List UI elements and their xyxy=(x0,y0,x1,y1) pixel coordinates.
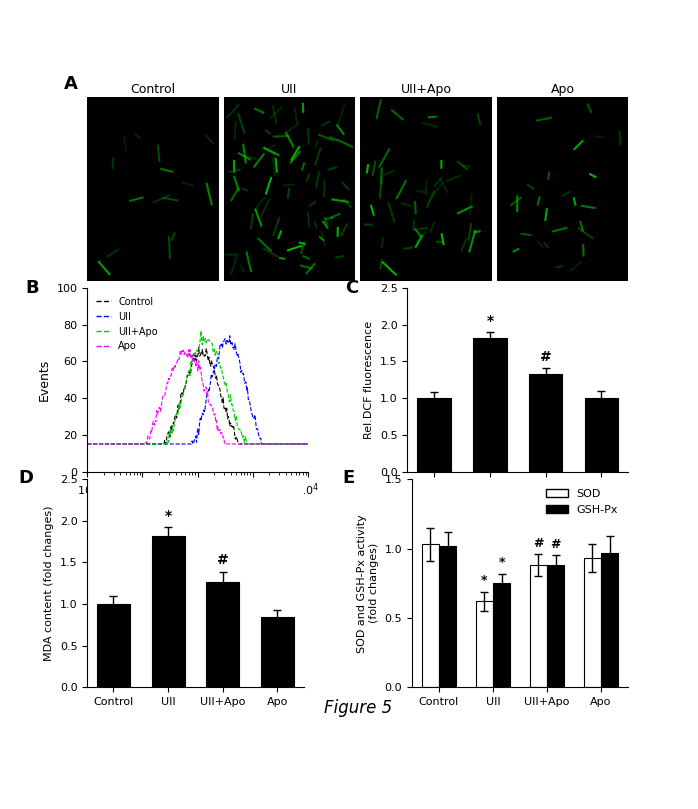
UII xyxy=(304,439,312,449)
UII xyxy=(202,391,211,400)
Text: #: # xyxy=(533,537,544,550)
Bar xyxy=(530,565,547,688)
Line: UII+Apo: UII+Apo xyxy=(87,331,308,444)
UII xyxy=(299,439,307,449)
UII+Apo xyxy=(304,439,312,449)
Y-axis label: Rel.DCF fluorescence: Rel.DCF fluorescence xyxy=(364,320,374,438)
Line: Control: Control xyxy=(87,347,308,444)
Apo xyxy=(190,354,198,364)
Bar xyxy=(473,338,507,472)
Control xyxy=(188,359,196,369)
Bar xyxy=(207,582,239,688)
UII xyxy=(265,439,273,449)
Text: B: B xyxy=(25,279,39,297)
Y-axis label: SOD and GSH-Px activity
(fold changes): SOD and GSH-Px activity (fold changes) xyxy=(357,514,379,653)
Title: UII: UII xyxy=(281,83,297,96)
Bar xyxy=(476,601,493,688)
Control xyxy=(215,382,223,392)
Text: *: * xyxy=(481,574,488,587)
Text: *: * xyxy=(498,557,505,570)
Y-axis label: Events: Events xyxy=(38,358,51,401)
Legend: SOD, GSH-Px: SOD, GSH-Px xyxy=(541,485,623,519)
UII xyxy=(214,354,223,364)
UII xyxy=(225,331,234,341)
Control xyxy=(304,439,312,449)
Control xyxy=(195,342,203,352)
Apo xyxy=(304,439,312,449)
UII+Apo xyxy=(83,439,91,449)
Apo xyxy=(203,391,211,400)
Bar xyxy=(417,398,451,472)
Text: A: A xyxy=(64,75,77,93)
Text: E: E xyxy=(343,468,355,486)
Line: Apo: Apo xyxy=(87,349,308,444)
UII+Apo xyxy=(265,439,273,449)
Bar xyxy=(547,565,564,688)
Apo xyxy=(215,426,223,436)
Text: *: * xyxy=(487,315,493,328)
Bar xyxy=(97,604,130,688)
UII+Apo xyxy=(197,326,205,336)
Y-axis label: MDA content (fold changes): MDA content (fold changes) xyxy=(44,506,54,661)
Bar xyxy=(439,546,456,688)
Legend: Control, UII, UII+Apo, Apo: Control, UII, UII+Apo, Apo xyxy=(92,293,162,355)
Title: Control: Control xyxy=(131,83,175,96)
UII+Apo xyxy=(189,349,198,358)
UII+Apo xyxy=(188,355,196,365)
Apo xyxy=(186,345,194,354)
Bar xyxy=(261,616,294,688)
Control xyxy=(83,439,91,449)
Line: UII: UII xyxy=(87,336,308,444)
Apo xyxy=(299,439,307,449)
Bar xyxy=(529,374,563,472)
Title: Apo: Apo xyxy=(551,83,574,96)
Apo xyxy=(265,439,273,449)
UII+Apo xyxy=(299,439,307,449)
Bar xyxy=(493,583,510,688)
Bar xyxy=(601,553,618,688)
Title: UII+Apo: UII+Apo xyxy=(401,83,452,96)
UII xyxy=(83,439,91,449)
UII+Apo xyxy=(203,334,211,344)
Text: Figure 5: Figure 5 xyxy=(324,698,392,717)
Text: #: # xyxy=(551,538,561,551)
UII xyxy=(188,436,196,446)
Bar xyxy=(422,544,439,688)
X-axis label: FL-1H: FL-1H xyxy=(180,503,216,516)
Text: #: # xyxy=(540,350,551,364)
Text: C: C xyxy=(346,279,359,297)
Bar xyxy=(585,398,618,472)
Control xyxy=(203,349,211,358)
UII+Apo xyxy=(215,358,223,367)
Control xyxy=(265,439,273,449)
Text: *: * xyxy=(165,509,172,523)
Apo xyxy=(83,439,91,449)
Bar xyxy=(584,558,601,688)
Text: #: # xyxy=(217,553,229,567)
Bar xyxy=(151,536,184,688)
UII xyxy=(189,439,198,449)
Text: D: D xyxy=(18,468,33,486)
Control xyxy=(189,349,198,359)
Apo xyxy=(188,354,197,363)
Control xyxy=(299,439,307,449)
